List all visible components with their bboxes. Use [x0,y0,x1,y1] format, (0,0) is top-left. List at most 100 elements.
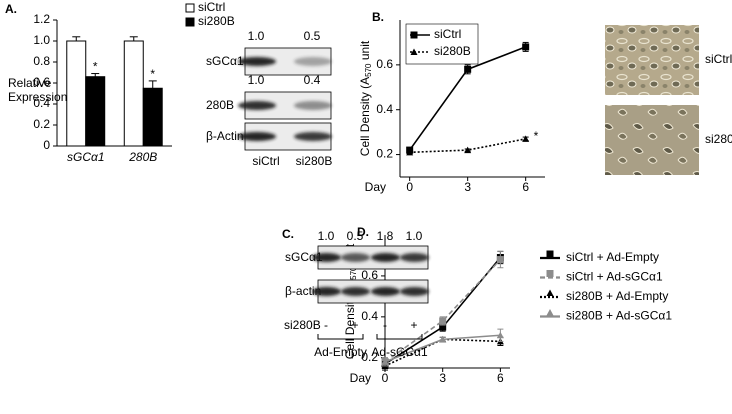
blot-band [294,57,332,66]
y-axis-label: Expression [8,90,67,104]
blot-ratio: 0.5 [304,29,321,43]
line [409,138,526,154]
blot-band [400,287,429,296]
y-tick-label: 0.6 [361,268,378,282]
x-tick-label: 6 [497,371,504,385]
x-tick-label: 3 [464,180,471,194]
marker [496,256,504,264]
x-tick-label: 0 [382,371,389,385]
blot-lane-label: siCtrl [252,154,279,168]
micrograph-label: si280B [705,132,732,146]
treatment-sign: + [351,318,358,332]
bar [85,76,106,147]
marker [464,146,472,154]
blot-band [371,253,400,262]
bar [66,40,87,147]
legend-label: siCtrl + Ad-Empty [566,250,659,264]
blot-band [341,253,370,262]
blot-ratio: 1.0 [318,229,335,243]
bar [123,40,144,147]
treatment-label: si280B [284,318,321,332]
marker [546,250,554,258]
legend-label: siCtrl + Ad-sGCα1 [566,270,663,284]
blot-ratio: 0.4 [304,73,321,87]
x-axis-label: Day [350,371,371,385]
marker [410,48,418,55]
y-tick-label: 0.2 [376,147,393,161]
legend-swatch [185,3,195,13]
micrograph-label: siCtrl [705,52,732,66]
panel-label: D. [357,225,369,239]
legend-box [405,23,479,65]
y-axis-label-text: Cell Density (A [358,77,372,156]
legend-label: si280B [434,44,471,58]
treatment-sign: + [410,318,417,332]
marker [546,270,554,277]
legend-label: si280B + Ad-sGCα1 [566,309,672,323]
y-tick-label: 0.4 [376,102,393,116]
line [384,338,501,367]
y-tick-label: 0.6 [33,75,50,89]
y-tick-label: 0.4 [33,96,50,110]
marker [464,65,472,73]
treatment-sign: - [383,318,387,332]
marker [546,289,554,296]
blot-band [312,253,341,262]
blot-ratio: 1.0 [248,29,265,43]
blot-row-label: β-actin [285,284,321,298]
blot-band [238,57,276,66]
marker [381,358,389,365]
blot-row-label: sGCα1 [206,54,244,68]
blot-ratio: 0.5 [347,229,364,243]
blot-row-label: β-Actin [206,129,244,143]
x-tick-label: sGCα1 [67,150,105,164]
treatment-sign: - [324,318,328,332]
blot-band [238,101,276,110]
blot-band [341,287,370,296]
group-bracket [317,334,364,340]
x-tick-label: 280B [128,150,157,164]
blot-row-label: 280B [206,98,234,112]
legend-label: siCtrl [198,0,225,14]
significance: * [93,60,98,74]
y-tick-label: 0.6 [376,57,393,71]
marker [522,43,530,51]
blot-ratio: 1.8 [377,229,394,243]
marker [546,309,554,316]
y-tick-label: 1.0 [33,33,50,47]
marker [496,331,504,339]
x-axis-label: Day [365,180,386,194]
blot-ratio: 1.0 [248,73,265,87]
blot-band [294,132,332,141]
blot-lane-label: si280B [296,154,333,168]
legend-label: si280B [198,14,235,28]
y-axis-label-sub: 570 [364,63,373,77]
blot-ratio: 1.0 [406,229,423,243]
y-axis-label-sub: 570 [349,266,358,280]
blot-band [400,253,429,262]
legend-label: siCtrl [434,27,461,41]
micrograph [605,25,699,95]
y-tick-label: 0.8 [33,54,50,68]
blot-band [312,287,341,296]
x-tick-label: 3 [439,371,446,385]
blot-band [238,132,276,141]
legend-swatch [185,17,195,27]
group-label: Ad-sGCα1 [371,345,428,359]
significance: * [534,129,539,143]
y-tick-label: 0.2 [361,350,378,364]
blot-row-label: sGCα1 [285,250,323,264]
x-tick-label: 0 [406,180,413,194]
marker [522,135,530,142]
y-tick-label: 0.2 [33,117,50,131]
y-axis-label: Relative [8,76,52,90]
marker [410,31,418,39]
marker [439,317,447,325]
marker [439,335,447,343]
marker [406,148,414,156]
blot-band [294,101,332,110]
micrograph [605,105,699,175]
legend-label: si280B + Ad-Empty [566,289,668,303]
panel-label: A. [5,2,17,16]
